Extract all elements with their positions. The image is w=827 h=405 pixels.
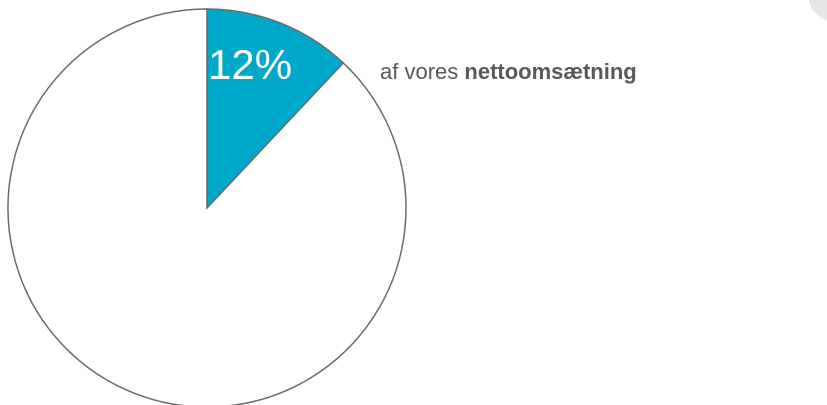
annotation: af vores nettoomsætning <box>380 59 637 84</box>
slice-label: 12% <box>208 41 292 88</box>
annotation-text: af vores <box>380 59 458 84</box>
pie-slice <box>206 8 345 210</box>
corner-decoration <box>808 0 827 21</box>
annotation-emphasis: nettoomsætning <box>464 59 636 84</box>
pie-slice <box>7 8 407 405</box>
pie: 12% <box>7 8 407 405</box>
